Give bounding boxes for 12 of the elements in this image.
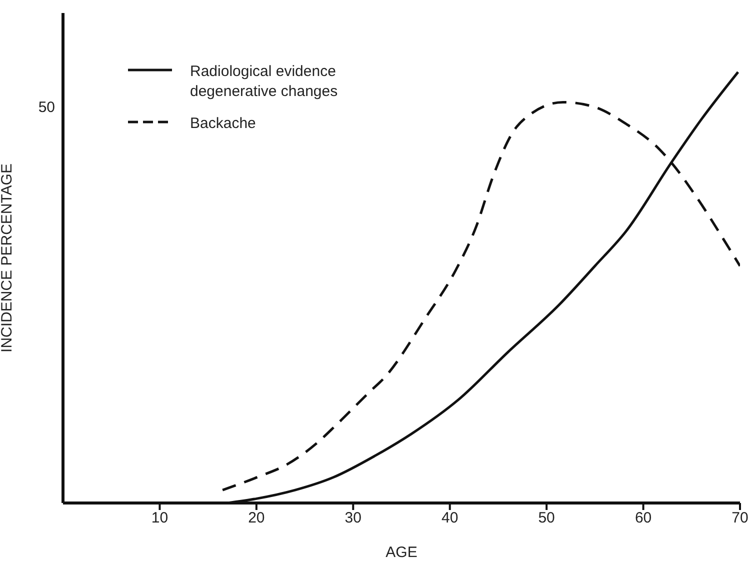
x-tick-label: 60 — [634, 510, 652, 527]
x-tick-label: 70 — [732, 510, 748, 527]
text: 50 — [38, 99, 55, 116]
x-tick-label: 40 — [442, 510, 458, 527]
x-axis-title: AGE — [386, 544, 418, 561]
x-tick-label: 50 — [538, 510, 555, 527]
x-tick-label: 10 — [151, 510, 168, 527]
x-tick-label: 20 — [248, 510, 265, 527]
legend-label: Radiological evidence degenerative changes — [190, 62, 339, 102]
y-axis-title: INCIDENCE PERCENTAGE — [0, 164, 16, 352]
x-tick-label: 30 — [344, 510, 362, 527]
legend-label: Backache — [190, 114, 256, 134]
